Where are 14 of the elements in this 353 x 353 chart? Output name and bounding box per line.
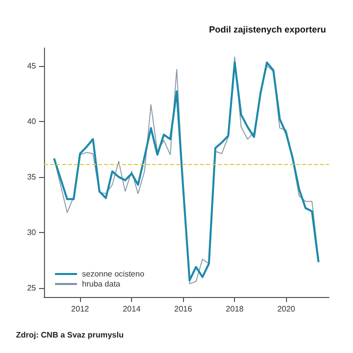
legend-label: sezonne ocisteno: [82, 270, 145, 278]
x-tick-label: 2012: [71, 304, 90, 314]
y-tick-label: 30: [27, 228, 37, 238]
chart-title: Podil zajistenych exporteru: [208, 24, 326, 34]
y-tick-label: 40: [27, 116, 37, 126]
x-tick-label: 2018: [226, 304, 244, 314]
y-tick-label: 45: [27, 61, 37, 70]
y-tick-label: 35: [27, 172, 37, 182]
x-tick-label: 2020: [277, 304, 296, 314]
y-tick-label: 25: [27, 284, 37, 293]
legend-label: hruba data: [82, 280, 121, 288]
x-tick-label: 2016: [174, 304, 193, 314]
x-tick-label: 2014: [122, 304, 142, 314]
text: Zdroj: CNB a Svaz prumyslu: [16, 330, 124, 340]
